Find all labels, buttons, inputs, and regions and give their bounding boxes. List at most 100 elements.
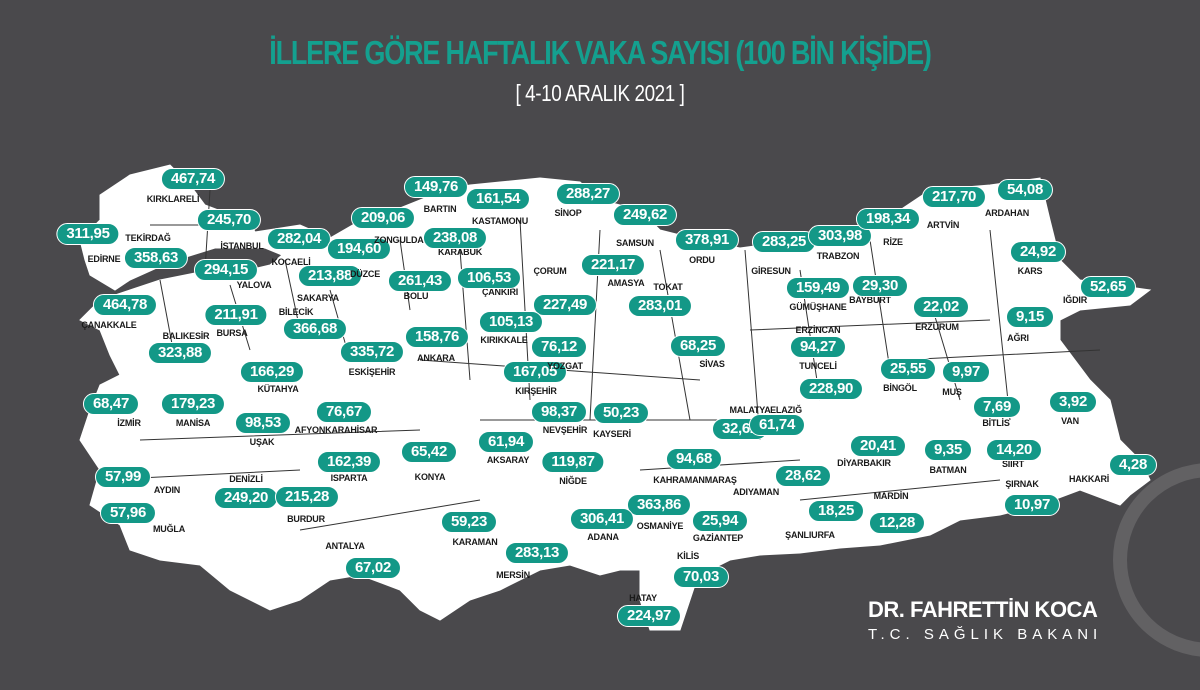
province-name-afyonkarahisar: AFYONKARAHİSAR (294, 425, 378, 435)
province-name-sivas: SİVAS (699, 359, 725, 369)
province-name-hatay: HATAY (629, 593, 657, 603)
case-rate-badge-kars: 24,92 (1009, 241, 1067, 263)
province-name-kayseri: KAYSERİ (593, 429, 631, 439)
province-name-canakkale: ÇANAKKALE (81, 320, 137, 330)
case-rate-badge-nigde: 119,87 (541, 451, 605, 473)
province-name-amasya: AMASYA (607, 278, 645, 288)
province-name-samsun: SAMSUN (616, 238, 654, 248)
case-rate-badge-karabuk: 238,08 (422, 227, 488, 249)
case-rate-badge-hatay: 224,97 (616, 605, 682, 627)
province-name-giresun: GİRESUN (751, 266, 791, 276)
province-name-siirt: SİİRT (1001, 459, 1025, 469)
province-name-bartin: BARTIN (423, 204, 457, 214)
province-name-ardahan: ARDAHAN (984, 208, 1030, 218)
province-name-edirne: EDİRNE (87, 254, 121, 264)
province-name-sanliurfa: ŞANLIURFA (785, 530, 835, 540)
province-name-gumushane: GÜMÜŞHANE (789, 302, 847, 312)
case-rate-badge-duzce: 194,60 (326, 238, 392, 260)
case-rate-badge-siirt: 14,20 (985, 439, 1043, 461)
province-name-aydin: AYDIN (153, 485, 181, 495)
case-rate-badge-tokat: 283,01 (627, 295, 693, 317)
case-rate-badge-hakkari: 4,28 (1109, 454, 1157, 476)
case-rate-badge-nevsehir: 98,37 (530, 401, 588, 423)
province-name-isparta: ISPARTA (330, 473, 368, 483)
case-rate-badge-gaziantep: 25,94 (691, 510, 749, 532)
case-rate-badge-igdir: 52,65 (1079, 276, 1137, 298)
province-name-kilis: KİLİS (676, 551, 700, 561)
province-name-agri: AĞRI (1007, 333, 1029, 343)
case-rate-badge-samsun: 249,62 (612, 204, 678, 226)
province-name-hakkari: HAKKARİ (1068, 474, 1110, 484)
ministry-emblem-watermark (1110, 463, 1200, 657)
province-name-diyarbakir: DİYARBAKIR (837, 458, 891, 468)
case-rate-badge-kilis: 70,03 (672, 566, 730, 588)
case-rate-badge-corum: 227,49 (532, 294, 598, 316)
case-rate-badge-giresun: 283,25 (751, 231, 817, 253)
case-rate-badge-kocaeli: 282,04 (266, 228, 332, 250)
province-name-yozgat: YOZGAT (547, 361, 583, 371)
province-name-tunceli: TUNCELİ (799, 361, 837, 371)
province-name-adana: ADANA (587, 532, 619, 542)
case-rate-badge-aksaray: 61,94 (477, 431, 535, 453)
province-name-bayburt: BAYBURT (849, 295, 891, 305)
case-rate-badge-mardin: 12,28 (868, 512, 926, 534)
province-name-duzce: DÜZCE (350, 269, 380, 279)
case-rate-badge-bayburt: 29,30 (851, 275, 909, 297)
case-rate-badge-adana: 306,41 (569, 508, 635, 530)
province-name-mus: MUŞ (942, 387, 962, 397)
province-name-aksaray: AKSARAY (486, 455, 530, 465)
case-rate-badge-osmaniye: 363,86 (626, 494, 692, 516)
case-rate-badge-karaman: 59,23 (440, 511, 498, 533)
province-name-kahramanmaras: KAHRAMANMARAŞ (653, 475, 737, 485)
case-rate-badge-bartin: 149,76 (403, 176, 469, 198)
province-name-bolu: BOLU (403, 291, 429, 301)
province-name-eskisehir: ESKİŞEHİR (348, 367, 396, 377)
province-name-burdur: BURDUR (287, 514, 325, 524)
case-rate-badge-bolu: 261,43 (387, 270, 453, 292)
province-name-corum: ÇORUM (533, 266, 567, 276)
province-name-izmir: İZMİR (117, 418, 141, 428)
case-rate-badge-amasya: 221,17 (580, 254, 646, 276)
province-name-usak: UŞAK (249, 437, 275, 447)
case-rate-badge-kastamonu: 161,54 (465, 188, 531, 210)
province-name-zonguldak: ZONGULDAK (374, 235, 430, 245)
province-name-igdir: IĞDIR (1062, 295, 1088, 305)
case-rate-badge-sirnak: 10,97 (1003, 494, 1061, 516)
case-rate-badge-izmir: 68,47 (82, 393, 140, 415)
date-range: [ 4-10 ARALIK 2021 ] (515, 80, 685, 106)
case-rate-badge-yozgat: 76,12 (530, 336, 588, 358)
province-name-gaziantep: GAZİANTEP (692, 533, 744, 543)
signature-title: T.C. SAĞLIK BAKANI (868, 626, 1103, 643)
case-rate-badge-ordu: 378,91 (674, 229, 740, 251)
province-name-sinop: SİNOP (554, 208, 582, 218)
case-rate-badge-kayseri: 50,23 (592, 402, 650, 424)
case-rate-badge-eskisehir: 335,72 (339, 341, 405, 363)
province-name-erzincan: ERZİNCAN (795, 325, 841, 335)
case-rate-badge-mus: 9,97 (942, 361, 990, 383)
case-rate-badge-rize: 198,34 (855, 208, 921, 230)
province-name-trabzon: TRABZON (816, 251, 860, 261)
case-rate-badge-mugla: 57,96 (99, 502, 157, 524)
province-name-nigde: NİĞDE (559, 476, 587, 486)
case-rate-badge-erzurum: 22,02 (912, 296, 970, 318)
province-name-malatya: MALATYA (729, 405, 771, 415)
case-rate-badge-trabzon: 303,98 (807, 225, 873, 247)
province-name-bitlis: BİTLİS (982, 418, 1010, 428)
case-rate-badge-bursa: 211,91 (204, 304, 268, 326)
case-rate-badge-elazig: 61,74 (748, 414, 806, 436)
case-rate-badge-balikesir: 323,88 (147, 342, 213, 364)
province-name-adiyaman: ADIYAMAN (732, 487, 780, 497)
case-rate-badge-antalya: 67,02 (344, 557, 402, 579)
case-rate-badge-agri: 9,15 (1006, 306, 1054, 328)
case-rate-badge-denizli: 249,20 (213, 487, 279, 509)
province-name-konya: KONYA (414, 472, 446, 482)
case-rate-badge-kutahya: 166,29 (239, 361, 305, 383)
case-rate-badge-bitlis: 7,69 (973, 396, 1021, 418)
province-name-balikesir: BALIKESİR (162, 331, 210, 341)
case-rate-badge-bingol: 25,55 (879, 358, 937, 380)
case-rate-badge-istanbul: 245,70 (196, 209, 262, 231)
province-name-mersin: MERSİN (496, 570, 530, 580)
case-rate-badge-sakarya: 213,88 (297, 265, 363, 287)
case-rate-badge-zonguldak: 209,06 (350, 207, 416, 229)
province-name-denizli: DENİZLİ (229, 474, 263, 484)
